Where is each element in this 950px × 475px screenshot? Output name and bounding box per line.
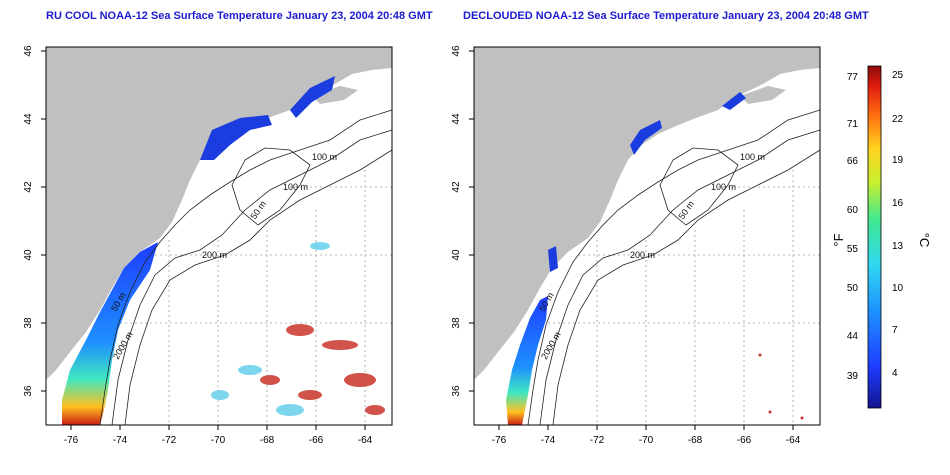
left-x-tick-label: -68 xyxy=(260,435,275,446)
left-map: 100 m 100 m 50 m 200 m 50 m 2000 m -76 -… xyxy=(23,45,393,446)
colorbar: 77 71 66 60 55 50 44 39 25 22 19 16 13 1… xyxy=(831,65,932,409)
right-map-title: DECLOUDED NOAA-12 Sea Surface Temperatur… xyxy=(463,10,869,22)
colorbar-f-tick: 39 xyxy=(847,371,859,382)
left-x-tick-label: -66 xyxy=(309,435,324,446)
left-x-tick-label: -70 xyxy=(211,435,226,446)
colorbar-c-tick: 16 xyxy=(892,198,904,209)
right-map-land xyxy=(474,47,820,380)
colorbar-gradient xyxy=(867,65,882,409)
left-map-island xyxy=(312,86,358,104)
right-contour-label: 100 m xyxy=(711,182,736,192)
left-map-northern-sst xyxy=(200,76,335,160)
right-map-ticks xyxy=(469,50,794,430)
left-contour-label: 200 m xyxy=(202,250,227,260)
right-y-tick-label: 36 xyxy=(451,385,462,397)
colorbar-c-tick: 19 xyxy=(892,155,904,166)
right-contour-label: 200 m xyxy=(630,250,655,260)
right-y-tick-label: 42 xyxy=(451,181,462,193)
left-map-land xyxy=(46,47,392,380)
right-map-grid xyxy=(548,170,820,425)
right-map: 100 m 100 m 50 m 200 m 50 m 2000 m -76 -… xyxy=(451,45,821,446)
colorbar-c-tick: 25 xyxy=(892,70,904,81)
colorbar-f-tick: 71 xyxy=(847,119,859,130)
right-y-tick-label: 40 xyxy=(451,249,462,261)
colorbar-celsius-label: °C xyxy=(917,233,932,248)
right-map-island xyxy=(740,86,786,104)
colorbar-f-tick: 55 xyxy=(847,244,859,255)
left-x-tick-label: -74 xyxy=(113,435,128,446)
right-map-coastal-sst xyxy=(506,296,548,425)
right-x-tick-label: -70 xyxy=(639,435,654,446)
left-x-tick-label: -72 xyxy=(162,435,177,446)
colorbar-f-tick: 66 xyxy=(847,156,859,167)
colorbar-c-tick: 4 xyxy=(892,368,898,379)
colorbar-f-tick: 77 xyxy=(847,72,859,83)
left-map-ticks xyxy=(41,50,366,430)
left-map-title: RU COOL NOAA-12 Sea Surface Temperature … xyxy=(46,10,433,22)
left-y-tick-label: 38 xyxy=(23,317,34,329)
right-map-northern-sst xyxy=(548,92,746,272)
left-contour-label: 100 m xyxy=(312,152,337,162)
left-y-tick-label: 46 xyxy=(23,45,34,57)
right-y-tick-label: 46 xyxy=(451,45,462,57)
left-y-tick-label: 44 xyxy=(23,113,34,125)
colorbar-c-tick: 22 xyxy=(892,114,904,125)
right-map-contours xyxy=(527,109,821,426)
right-x-tick-label: -64 xyxy=(786,435,801,446)
right-x-tick-label: -68 xyxy=(688,435,703,446)
left-map-contours xyxy=(99,109,393,426)
right-y-tick-label: 38 xyxy=(451,317,462,329)
colorbar-fahrenheit-label: °F xyxy=(831,233,846,246)
left-map-warm-patches xyxy=(260,324,385,415)
left-x-tick-label: -76 xyxy=(64,435,79,446)
right-x-tick-label: -72 xyxy=(590,435,605,446)
colorbar-c-tick: 13 xyxy=(892,241,904,252)
left-contour-label: 100 m xyxy=(283,182,308,192)
right-map-frame xyxy=(473,46,821,426)
colorbar-f-tick: 50 xyxy=(847,283,859,294)
left-map-coastal-sst xyxy=(62,242,158,425)
right-map-warm-specks xyxy=(758,353,804,420)
colorbar-c-tick: 10 xyxy=(892,283,904,294)
left-map-frame xyxy=(45,46,393,426)
left-y-tick-label: 40 xyxy=(23,249,34,261)
colorbar-c-tick: 7 xyxy=(892,325,898,336)
colorbar-f-tick: 44 xyxy=(847,331,859,342)
left-y-tick-label: 36 xyxy=(23,385,34,397)
left-x-tick-label: -64 xyxy=(358,435,373,446)
right-contour-label: 100 m xyxy=(740,152,765,162)
right-y-tick-label: 44 xyxy=(451,113,462,125)
right-x-tick-label: -76 xyxy=(492,435,507,446)
right-x-tick-label: -66 xyxy=(737,435,752,446)
left-map-cool-patches xyxy=(211,242,330,416)
colorbar-f-tick: 60 xyxy=(847,205,859,216)
right-x-tick-label: -74 xyxy=(541,435,556,446)
left-y-tick-label: 42 xyxy=(23,181,34,193)
